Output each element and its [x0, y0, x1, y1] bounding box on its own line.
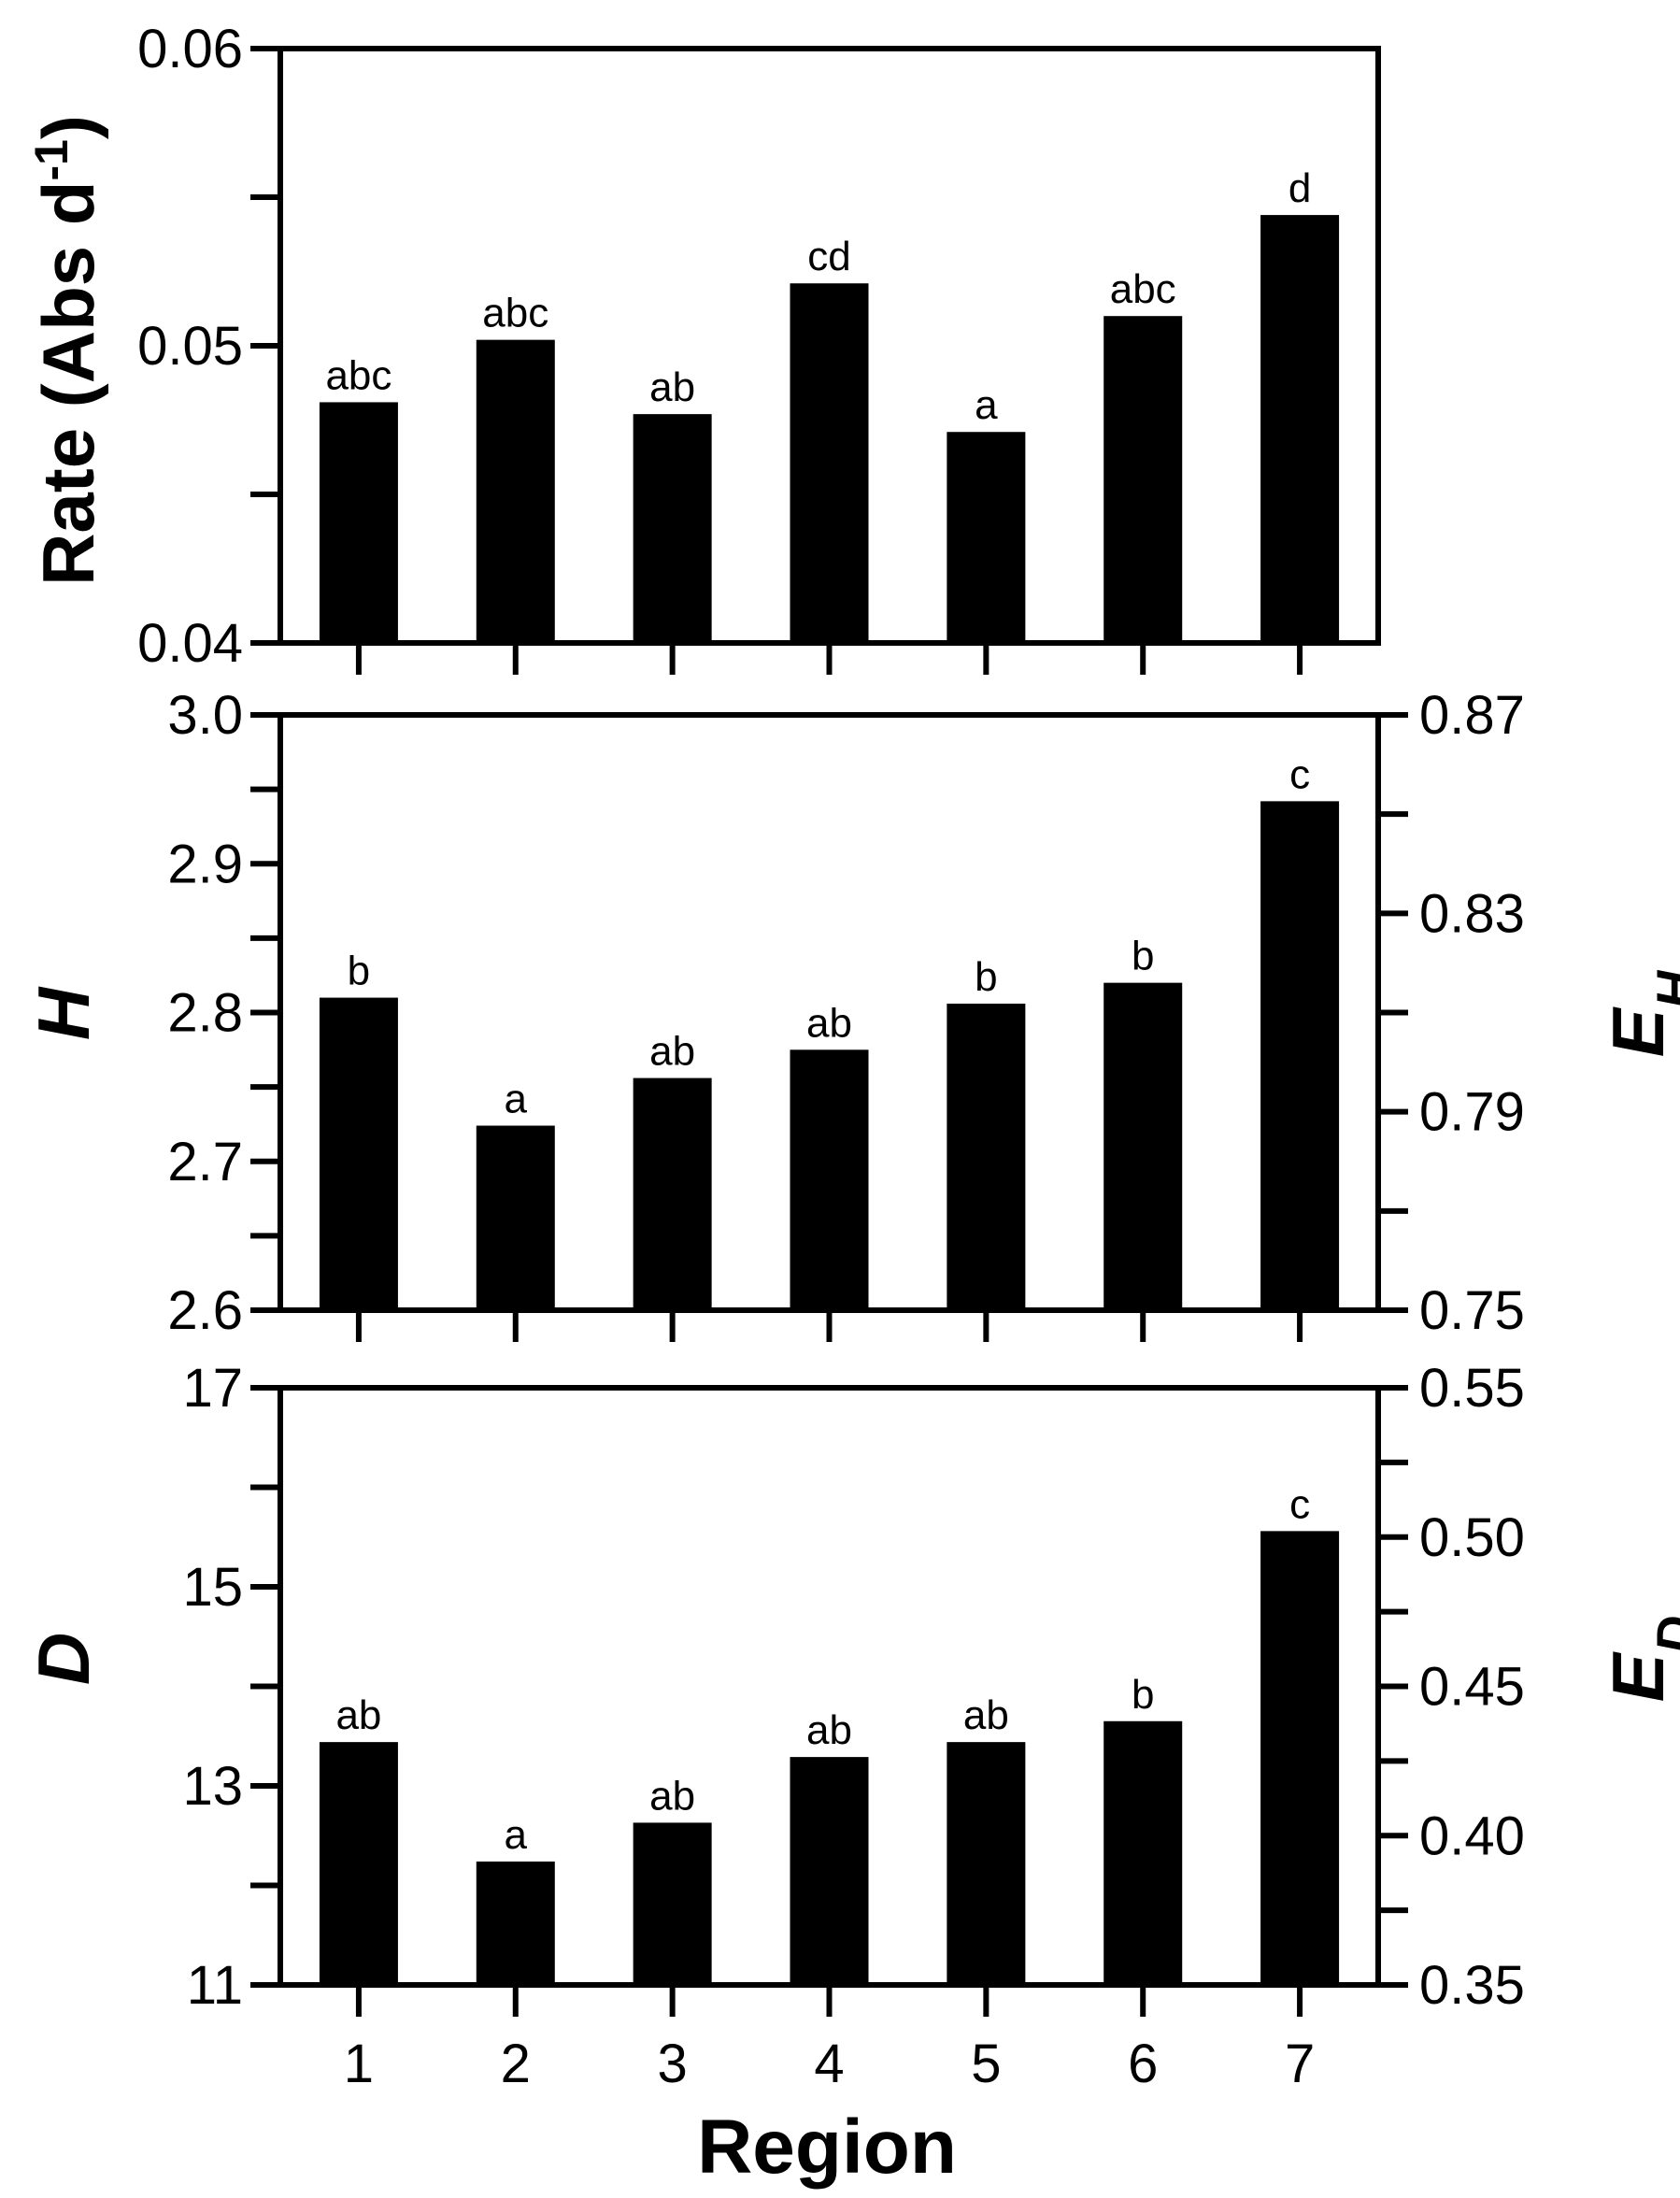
bar-2-3	[633, 1078, 712, 1310]
y2-tick-label-3-0.35: 0.35	[1419, 1955, 1525, 2016]
y-tick-label-2-2.7: 2.7	[167, 1132, 243, 1192]
bar-2-4	[790, 1049, 869, 1310]
x-tick-label-3: 3	[658, 2034, 688, 2094]
bar-1-4	[790, 283, 869, 643]
eh-y2-axis-label: EH	[1597, 969, 1680, 1057]
y-tick-label-3-17: 17	[182, 1358, 243, 1419]
y-tick-label-1-0.05: 0.05	[137, 316, 243, 377]
y2-tick-label-2-0.79: 0.79	[1419, 1082, 1525, 1143]
bar-label-3-5: ab	[963, 1692, 1009, 1738]
bar-3-6	[1103, 1720, 1183, 1985]
bar-label-3-1: ab	[335, 1692, 381, 1738]
y2-tick-label-2-0.75: 0.75	[1419, 1280, 1525, 1341]
bar-label-2-7: c	[1289, 751, 1310, 797]
bar-label-2-1: b	[348, 949, 370, 994]
bar-label-1-2: abc	[482, 291, 548, 336]
y-tick-label-3-15: 15	[182, 1557, 243, 1618]
bar-label-1-6: abc	[1110, 266, 1176, 312]
bar-1-1	[319, 402, 398, 643]
bar-3-3	[633, 1822, 712, 1985]
y2-tick-label-2-0.83: 0.83	[1419, 883, 1525, 944]
bar-1-5	[947, 432, 1026, 643]
y-tick-label-2-3.0: 3.0	[167, 685, 243, 746]
bar-2-1	[319, 997, 398, 1310]
y2-tick-label-2-0.87: 0.87	[1419, 685, 1525, 746]
bar-label-3-6: b	[1132, 1672, 1154, 1718]
y2-tick-label-3-0.45: 0.45	[1419, 1657, 1525, 1718]
x-tick-label-2: 2	[501, 2034, 531, 2094]
bar-2-5	[947, 1003, 1026, 1310]
bar-3-7	[1260, 1531, 1340, 1985]
x-tick-label-4: 4	[814, 2034, 844, 2094]
bar-label-2-5: b	[975, 954, 997, 1000]
bar-2-2	[476, 1125, 555, 1310]
bar-label-1-1: abc	[325, 352, 392, 398]
y-tick-label-1-0.04: 0.04	[137, 613, 243, 674]
bar-1-6	[1103, 316, 1183, 643]
bar-label-3-4: ab	[806, 1707, 852, 1753]
bar-label-3-2: a	[505, 1812, 528, 1858]
h-y-axis-label: H	[22, 986, 105, 1040]
y-tick-label-1-0.06: 0.06	[137, 19, 243, 79]
bar-label-3-7: c	[1289, 1481, 1310, 1527]
bar-1-3	[633, 414, 712, 643]
bar-3-2	[476, 1861, 555, 1985]
bar-label-2-2: a	[505, 1077, 528, 1122]
bar-label-3-3: ab	[649, 1773, 695, 1819]
y-tick-label-3-13: 13	[182, 1756, 243, 1817]
y2-tick-label-3-0.50: 0.50	[1419, 1507, 1525, 1568]
x-tick-label-7: 7	[1285, 2034, 1315, 2094]
bar-1-2	[476, 339, 555, 643]
rate-y-axis-label: Rate (Abs d-1)	[25, 115, 109, 586]
bar-label-1-4: cd	[807, 234, 850, 279]
bar-2-6	[1103, 982, 1183, 1310]
y-tick-label-2-2.8: 2.8	[167, 983, 243, 1044]
bar-3-4	[790, 1757, 869, 1985]
x-axis-label: Region	[697, 2105, 957, 2190]
y-tick-label-2-2.6: 2.6	[167, 1280, 243, 1341]
y-tick-label-2-2.9: 2.9	[167, 834, 243, 894]
bar-1-7	[1260, 215, 1340, 643]
shannon-h-panel: b a ab ab b b c 2.6 2.7 2.8 2.9 3.0 0.75 0.79 0.83 0.87	[167, 685, 1525, 1342]
bar-label-1-5: a	[975, 382, 998, 428]
y2-tick-label-3-0.40: 0.40	[1419, 1806, 1525, 1866]
bar-label-1-3: ab	[649, 364, 695, 410]
x-tick-label-1: 1	[344, 2034, 374, 2094]
bar-3-5	[947, 1742, 1026, 1985]
ed-y2-axis-label: ED	[1597, 1616, 1680, 1702]
bar-label-2-4: ab	[806, 1000, 852, 1046]
d-y-axis-label: D	[22, 1633, 105, 1685]
y-tick-label-3-11: 11	[187, 1955, 243, 2016]
bar-label-1-7: d	[1288, 165, 1311, 211]
x-tick-label-5: 5	[971, 2034, 1001, 2094]
x-tick-label-6: 6	[1128, 2034, 1158, 2094]
y2-tick-label-3-0.55: 0.55	[1419, 1358, 1525, 1419]
bar-label-2-6: b	[1132, 934, 1154, 979]
bar-label-2-3: ab	[649, 1029, 695, 1075]
bar-3-1	[319, 1742, 398, 1985]
bar-2-7	[1260, 801, 1340, 1310]
